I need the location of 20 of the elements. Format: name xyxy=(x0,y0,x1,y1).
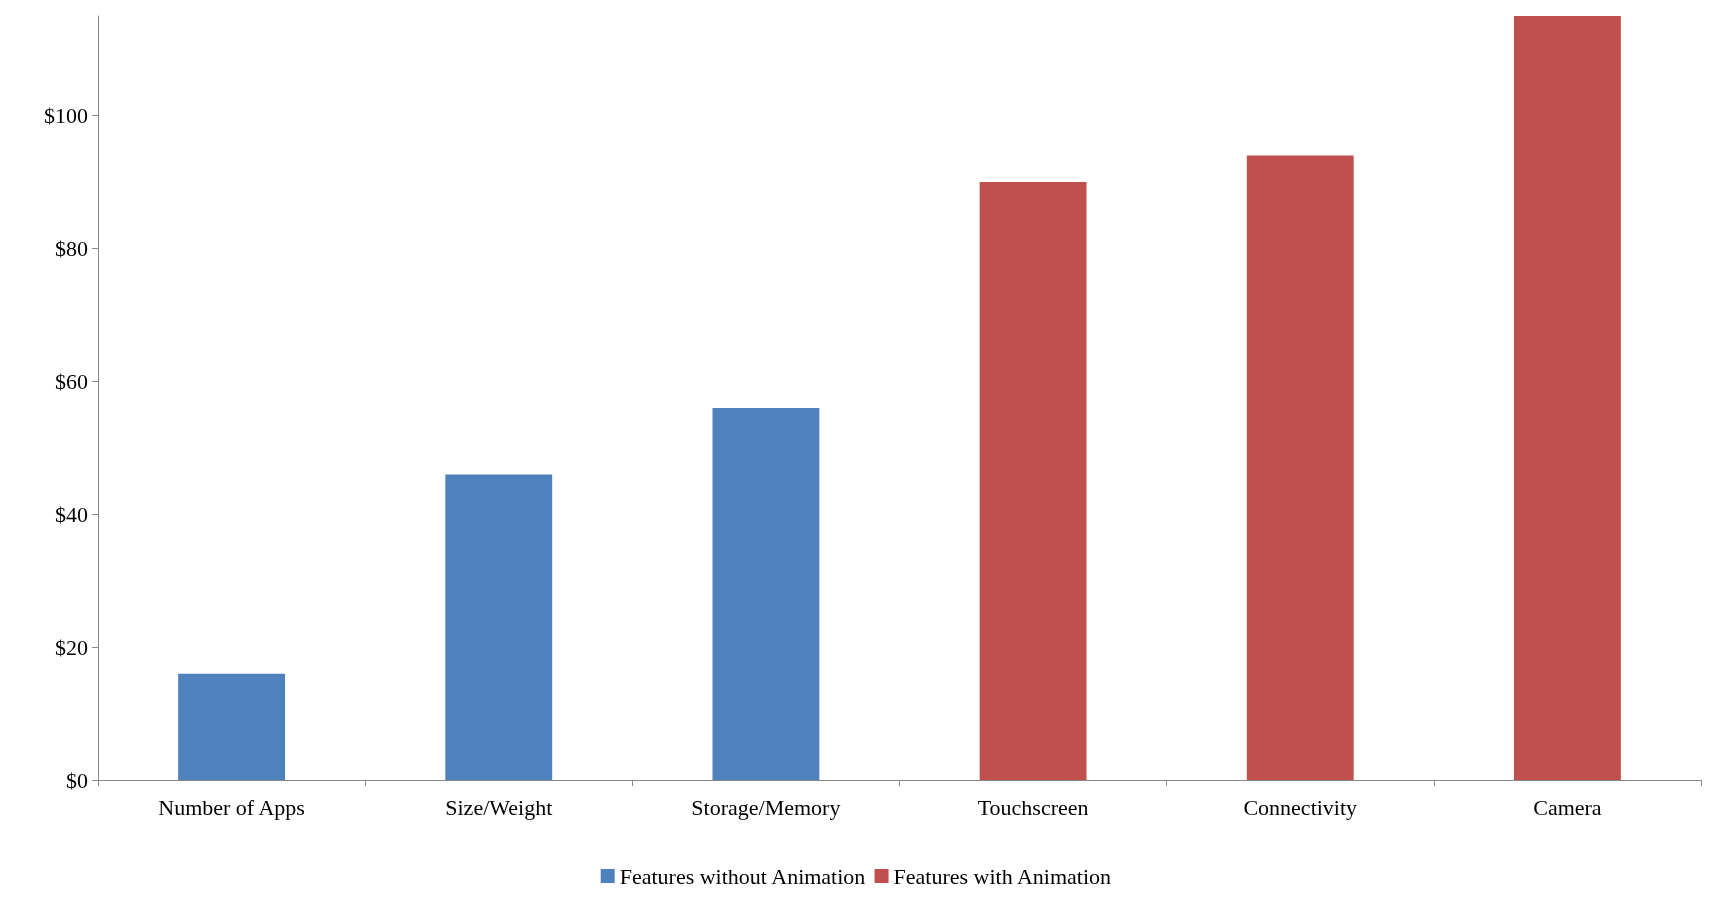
x-tick-label: Camera xyxy=(1533,794,1602,820)
y-tick-label: $60 xyxy=(55,368,88,394)
x-tick-label: Connectivity xyxy=(1243,794,1358,820)
y-tick-label: $80 xyxy=(55,236,88,262)
x-tick-label: Size/Weight xyxy=(445,794,553,820)
x-tick-label: Storage/Memory xyxy=(691,794,841,820)
bar xyxy=(979,182,1087,780)
x-tick-label: Number of Apps xyxy=(158,794,305,820)
x-tick-label: Touchscreen xyxy=(977,794,1089,820)
bar xyxy=(1246,155,1354,780)
bar xyxy=(712,407,820,780)
bar xyxy=(445,474,553,780)
legend-label: Features with Animation xyxy=(893,863,1112,889)
y-tick-label: $20 xyxy=(55,634,88,660)
bar xyxy=(1513,16,1621,780)
y-tick-label: $0 xyxy=(66,767,88,793)
y-tick-label: $40 xyxy=(55,501,88,527)
bar xyxy=(178,673,286,780)
legend-label: Features without Animation xyxy=(619,863,866,889)
y-tick-label: $100 xyxy=(44,103,88,129)
